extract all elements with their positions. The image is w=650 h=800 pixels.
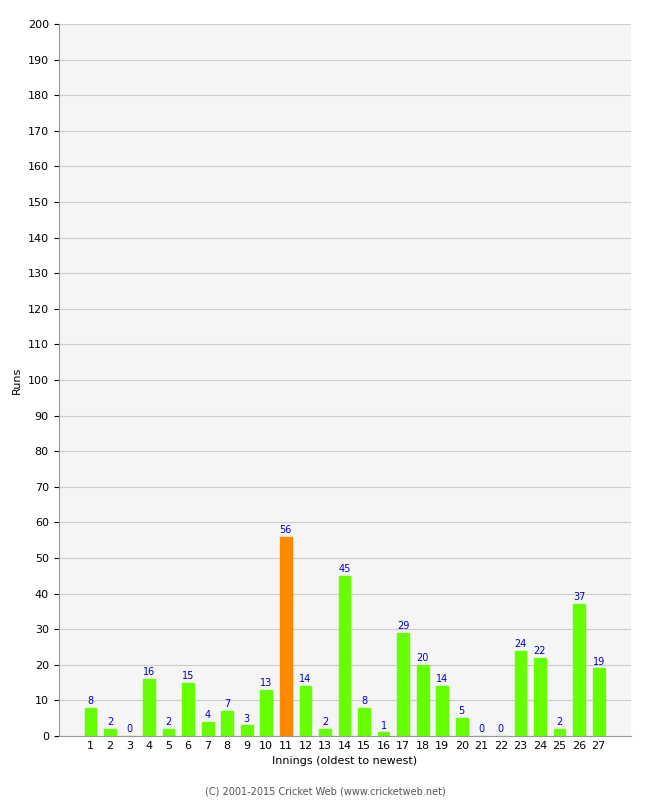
Text: 19: 19 — [593, 657, 605, 666]
Text: 2: 2 — [322, 717, 328, 727]
X-axis label: Innings (oldest to newest): Innings (oldest to newest) — [272, 757, 417, 766]
Text: 5: 5 — [459, 706, 465, 717]
Text: 0: 0 — [126, 724, 133, 734]
Text: 29: 29 — [397, 621, 410, 631]
Bar — [300, 686, 311, 736]
Text: 20: 20 — [417, 653, 429, 663]
Bar — [162, 729, 174, 736]
Bar — [222, 711, 233, 736]
Text: 56: 56 — [280, 525, 292, 535]
Bar — [182, 682, 194, 736]
Text: 3: 3 — [244, 714, 250, 723]
Text: 13: 13 — [260, 678, 272, 688]
Text: 15: 15 — [182, 671, 194, 681]
Bar — [104, 729, 116, 736]
Text: 14: 14 — [299, 674, 311, 684]
Bar — [241, 726, 253, 736]
Bar — [456, 718, 467, 736]
Bar — [436, 686, 448, 736]
Text: 22: 22 — [534, 646, 546, 656]
Y-axis label: Runs: Runs — [12, 366, 22, 394]
Bar — [319, 729, 331, 736]
Bar — [339, 576, 350, 736]
Text: 2: 2 — [166, 717, 172, 727]
Text: 8: 8 — [361, 696, 367, 706]
Text: 2: 2 — [107, 717, 113, 727]
Bar — [202, 722, 213, 736]
Bar — [417, 665, 428, 736]
Bar — [573, 604, 585, 736]
Bar — [143, 679, 155, 736]
Text: (C) 2001-2015 Cricket Web (www.cricketweb.net): (C) 2001-2015 Cricket Web (www.cricketwe… — [205, 786, 445, 796]
Text: 24: 24 — [514, 638, 526, 649]
Text: 16: 16 — [143, 667, 155, 678]
Text: 37: 37 — [573, 593, 585, 602]
Text: 0: 0 — [478, 724, 484, 734]
Text: 14: 14 — [436, 674, 448, 684]
Bar — [593, 668, 605, 736]
Text: 2: 2 — [556, 717, 563, 727]
Bar — [515, 650, 527, 736]
Bar — [84, 707, 96, 736]
Text: 0: 0 — [498, 724, 504, 734]
Bar — [378, 733, 389, 736]
Text: 4: 4 — [205, 710, 211, 720]
Bar — [397, 633, 409, 736]
Bar — [280, 537, 292, 736]
Bar — [534, 658, 546, 736]
Text: 7: 7 — [224, 699, 230, 710]
Text: 1: 1 — [380, 721, 387, 730]
Bar — [554, 729, 566, 736]
Text: 45: 45 — [338, 564, 351, 574]
Text: 8: 8 — [87, 696, 94, 706]
Bar — [261, 690, 272, 736]
Bar — [358, 707, 370, 736]
